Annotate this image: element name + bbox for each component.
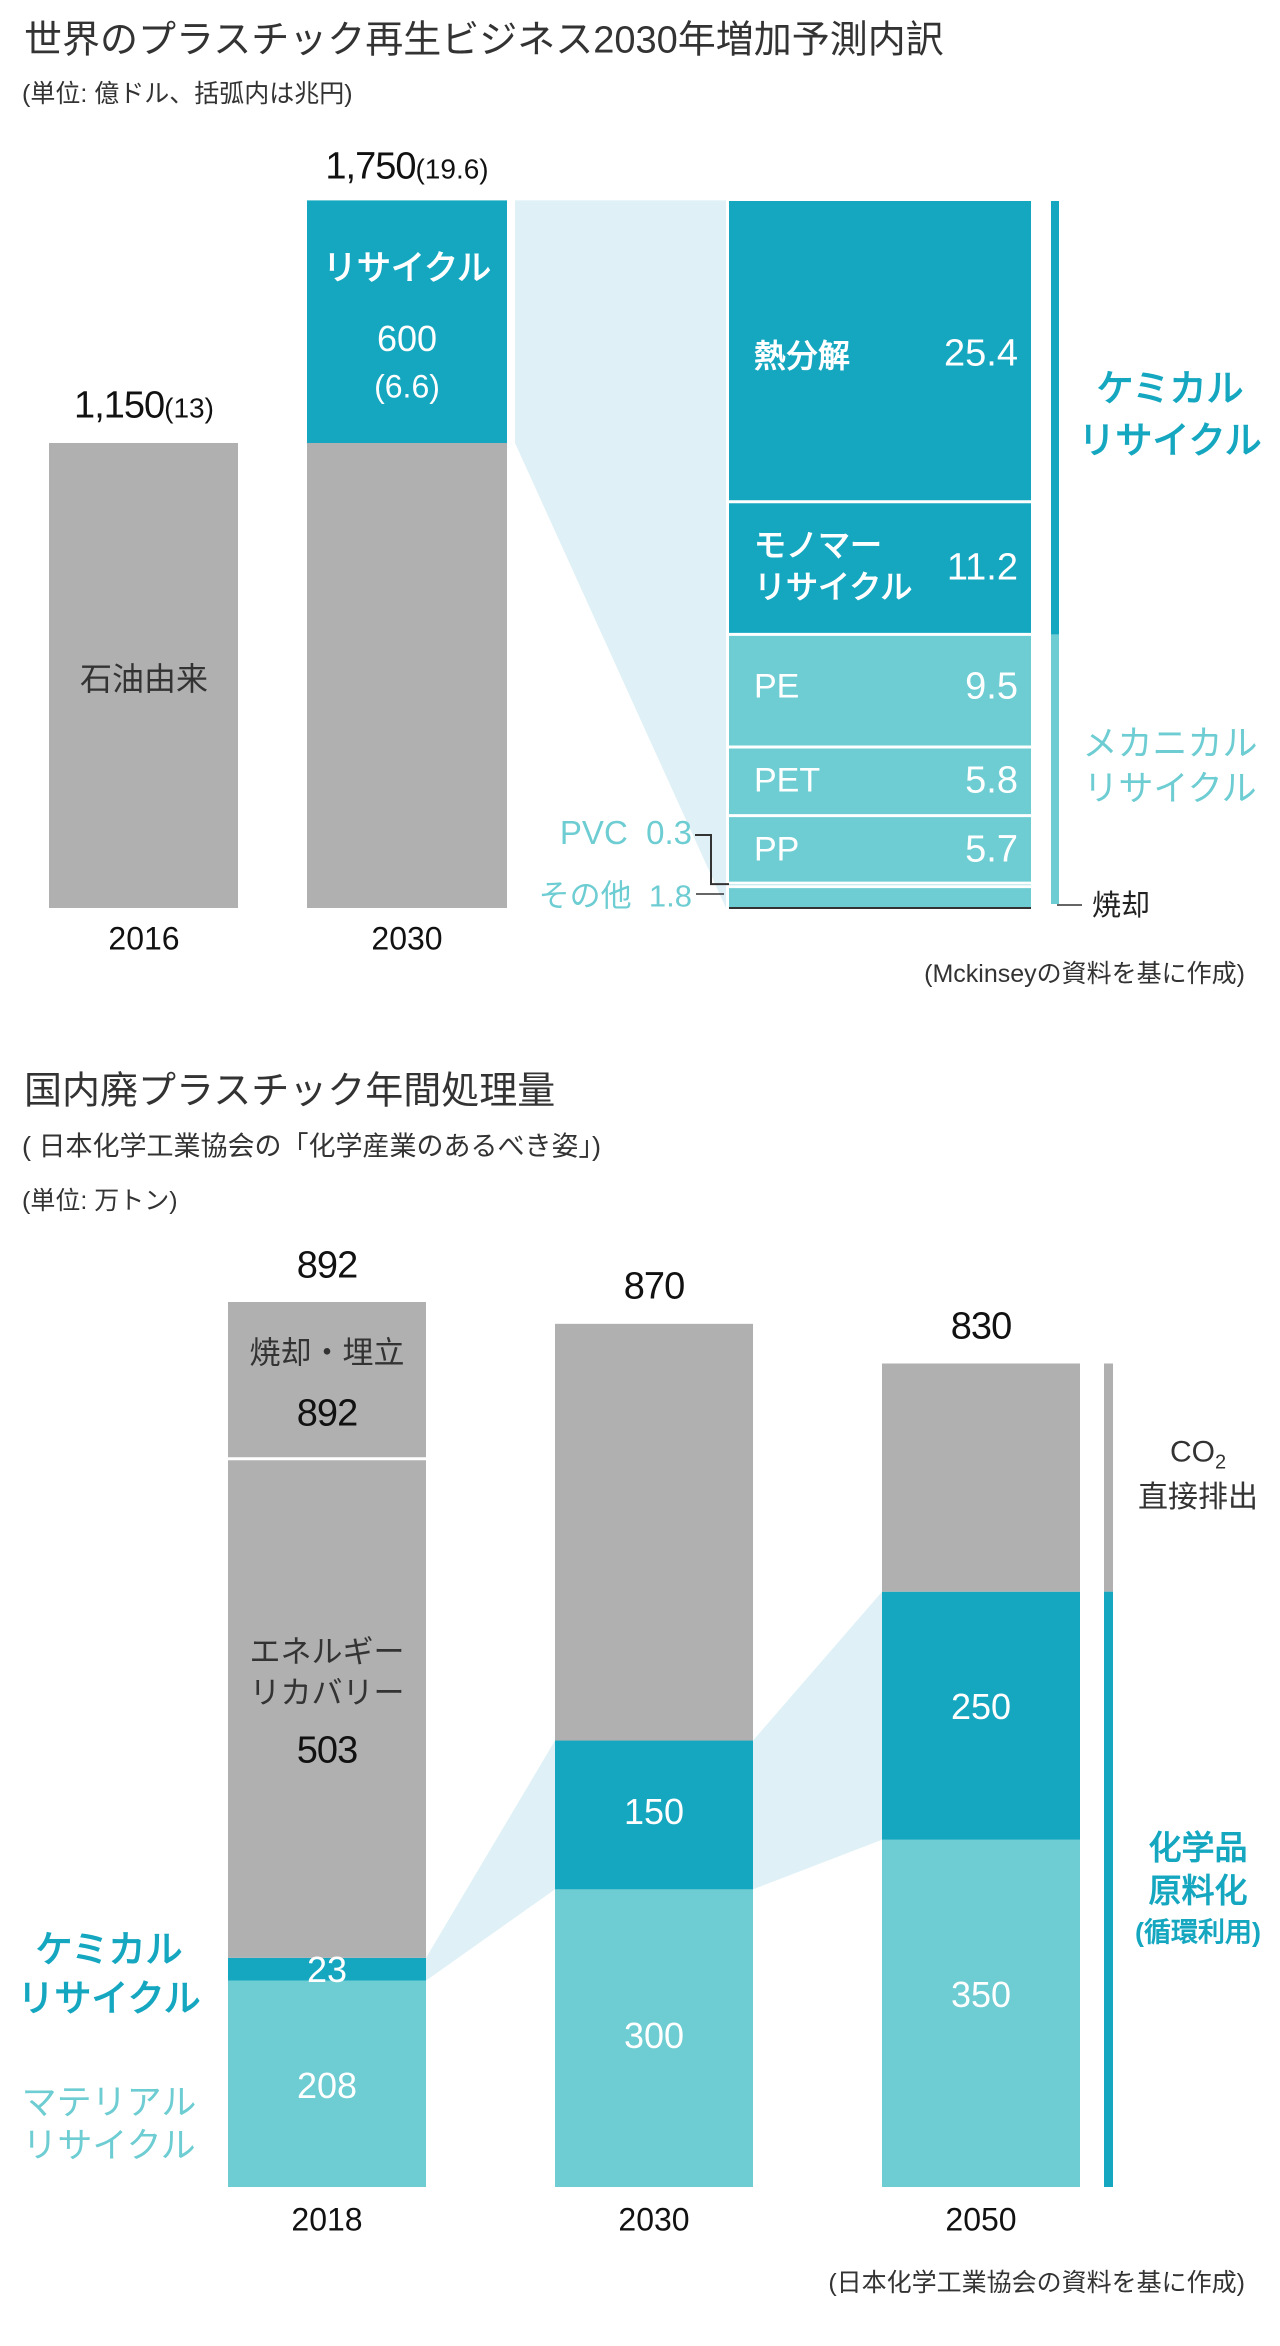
bar-2018-chemical-recycle bbox=[228, 1957, 426, 1981]
year-2050: 2050 bbox=[945, 2201, 1017, 2238]
pe-label: PE bbox=[754, 667, 800, 706]
total-yen: (13) bbox=[164, 392, 214, 424]
bar-2050-direct-co2 bbox=[882, 1363, 1080, 1592]
total-value: 1,150 bbox=[74, 384, 165, 427]
mechanical-group-label-2: リサイクル bbox=[1083, 769, 1257, 809]
recycle-label: リサイクル bbox=[322, 249, 492, 288]
bar-2030-material-recycle bbox=[555, 1889, 753, 2187]
feedstock-group-bracket bbox=[1104, 1591, 1113, 2187]
bar-2030-recycle bbox=[307, 200, 507, 443]
total-yen: (19.6) bbox=[415, 153, 489, 185]
monomer-label: モノマー bbox=[754, 527, 883, 563]
monomer-value: 11.2 bbox=[946, 546, 1018, 589]
chemical-group-label-1: ケミカル bbox=[1096, 368, 1244, 409]
chart1-source: (Mckinseyの資料を基に作成) bbox=[924, 960, 1245, 988]
co2-subscript: 2 bbox=[1214, 1451, 1227, 1474]
total-2030: 870 bbox=[623, 1265, 685, 1308]
total-2050: 830 bbox=[950, 1305, 1012, 1348]
pvc-callout: PVC 0.3 bbox=[560, 814, 692, 852]
bar-2030-direct-co2 bbox=[555, 1323, 753, 1741]
pvc-label: PVC bbox=[559, 814, 628, 851]
year-2030: 2030 bbox=[371, 920, 443, 957]
incineration-label: 焼却 bbox=[1092, 890, 1151, 922]
bar-2016-petroleum bbox=[49, 443, 238, 908]
total-value: 1,750 bbox=[325, 145, 416, 188]
recycle-value: 600 bbox=[376, 318, 438, 359]
chemical-legend-2: リサイクル bbox=[17, 1978, 201, 2019]
segment-PET bbox=[729, 746, 1031, 816]
energy-recovery-label-1: エネルギー bbox=[249, 1634, 405, 1670]
co2-legend-1: CO2 bbox=[1170, 1436, 1226, 1475]
chemical-group-label-2: リサイクル bbox=[1078, 420, 1262, 461]
wedge-2030-2050 bbox=[753, 1591, 882, 1890]
bar-2030-petroleum bbox=[307, 443, 507, 908]
co2-text: CO bbox=[1169, 1435, 1215, 1469]
segment-PE bbox=[729, 634, 1031, 747]
bar-2018-material-recycle bbox=[228, 1980, 426, 2187]
chemical-2030-value: 150 bbox=[623, 1791, 685, 1832]
energy-recovery-value: 503 bbox=[296, 1729, 358, 1772]
segment-PP bbox=[729, 815, 1031, 884]
pp-value: 5.7 bbox=[965, 828, 1018, 871]
bar-2050-chemical-recycle bbox=[882, 1591, 1080, 1840]
co2-legend-2: 直接排出 bbox=[1138, 1481, 1258, 1514]
pet-value: 5.8 bbox=[965, 759, 1018, 802]
pvc-value: 0.3 bbox=[646, 814, 692, 851]
material-legend-1: マテリアル bbox=[21, 2083, 197, 2123]
segment-その他 bbox=[729, 886, 1031, 908]
material-2018-value: 208 bbox=[296, 2065, 358, 2106]
pet-label: PET bbox=[754, 761, 821, 800]
pe-value: 9.5 bbox=[965, 665, 1018, 708]
pp-label: PP bbox=[754, 830, 800, 869]
energy-recovery-label-2: リカバリー bbox=[249, 1675, 405, 1711]
chart2-subtitle: ( 日本化学工業協会の「化学産業のあるべき姿」) bbox=[22, 1131, 601, 1162]
wedge-2018-2030 bbox=[426, 1740, 555, 1981]
incineration-value: 892 bbox=[296, 1392, 358, 1435]
bar-2018-incineration-landfill bbox=[228, 1302, 426, 1459]
total-label-2030: 1,750(19.6) bbox=[325, 146, 488, 189]
feedstock-legend-1: 化学品 bbox=[1148, 1829, 1248, 1866]
chemical-2018-value: 23 bbox=[306, 1949, 348, 1990]
chemical-group-bracket bbox=[1051, 201, 1059, 635]
chart1-title: 世界のプラスチック再生ビジネス2030年増加予測内訳 bbox=[24, 19, 944, 62]
pyrolysis-value: 25.4 bbox=[944, 332, 1018, 375]
petroleum-label: 石油由来 bbox=[79, 661, 209, 697]
chemical-2050-value: 250 bbox=[950, 1686, 1012, 1727]
year-2016: 2016 bbox=[108, 920, 180, 957]
year-2018: 2018 bbox=[291, 2201, 363, 2238]
zoom-wedge bbox=[515, 200, 726, 909]
bar-2018-energy-recovery bbox=[228, 1458, 426, 1958]
chart2-title: 国内廃プラスチック年間処理量 bbox=[24, 1070, 556, 1113]
segment-モノマー bbox=[729, 501, 1031, 635]
total-2018: 892 bbox=[296, 1244, 358, 1287]
chart2-source: (日本化学工業協会の資料を基に作成) bbox=[828, 2269, 1245, 2297]
year-2030: 2030 bbox=[618, 2201, 690, 2238]
segment-熱分解 bbox=[729, 201, 1031, 502]
recycle-yen: (6.6) bbox=[374, 368, 440, 405]
material-2050-value: 350 bbox=[950, 1974, 1012, 2015]
incineration-landfill-label: 焼却・埋立 bbox=[249, 1335, 405, 1371]
bar-2030-chemical-recycle bbox=[555, 1740, 753, 1890]
mechanical-group-label-1: メカニカル bbox=[1082, 724, 1258, 764]
monomer-label-2: リサイクル bbox=[754, 569, 913, 605]
material-2030-value: 300 bbox=[623, 2015, 685, 2056]
chart1-unit: (単位: 億ドル、括弧内は兆円) bbox=[22, 80, 353, 108]
pyrolysis-label: 熱分解 bbox=[754, 338, 851, 374]
co2-group-bracket bbox=[1104, 1363, 1113, 1592]
pvc-leader bbox=[695, 834, 729, 886]
other-callout: その他 1.8 bbox=[539, 871, 692, 916]
bar-2050-material-recycle bbox=[882, 1839, 1080, 2187]
feedstock-legend-3: (循環利用) bbox=[1135, 1917, 1261, 1948]
mechanical-group-bracket bbox=[1051, 634, 1059, 904]
other-label: その他 bbox=[538, 878, 632, 914]
chart2-unit: (単位: 万トン) bbox=[22, 1187, 178, 1215]
other-value: 1.8 bbox=[648, 878, 692, 914]
material-legend-2: リサイクル bbox=[22, 2126, 196, 2166]
chemical-legend-1: ケミカル bbox=[35, 1929, 183, 1970]
total-label-2016: 1,150(13) bbox=[74, 385, 214, 428]
feedstock-legend-2: 原料化 bbox=[1148, 1872, 1248, 1909]
segment-PVC bbox=[729, 883, 1031, 887]
